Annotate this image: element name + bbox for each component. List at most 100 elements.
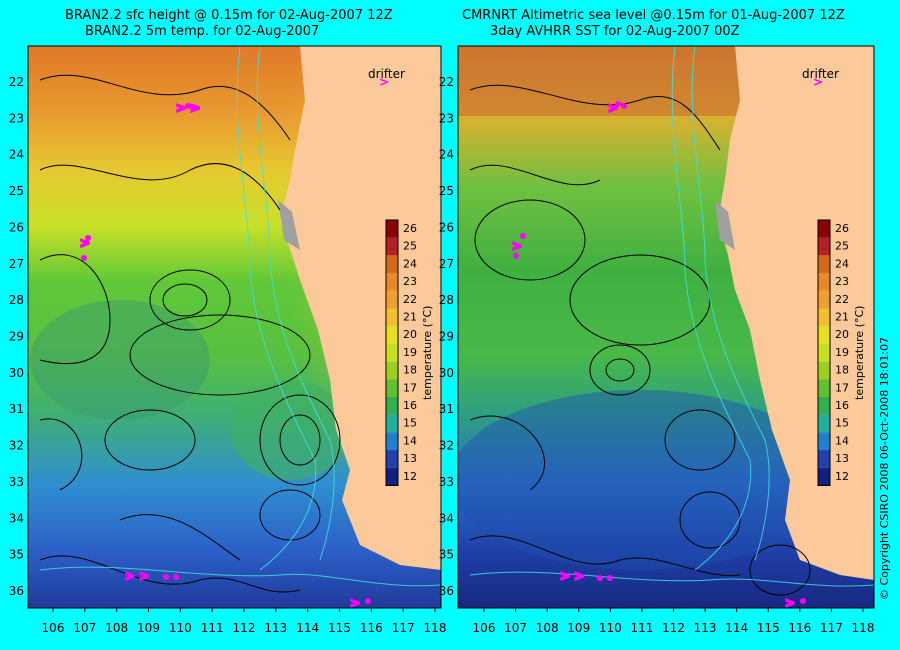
right-longitude-label: 106	[473, 621, 496, 635]
right-longitude-label: 110	[599, 621, 622, 635]
right-colorbar-swatch	[818, 273, 830, 291]
svg-text:>: >	[350, 596, 360, 610]
left-colorbar-tick-label: 19	[403, 346, 417, 359]
left-latitude-label: 22	[9, 75, 24, 89]
right-colorbar-swatch	[818, 308, 830, 327]
right-colorbar-swatch	[818, 467, 830, 486]
right-land-bay	[715, 200, 735, 250]
left-colorbar-title: temperature (°C)	[421, 306, 434, 400]
left-longitude-label: 111	[201, 621, 224, 635]
left-colorbar-swatch	[386, 450, 398, 468]
left-latitude-axis: 22 23 24 25 26 27 28 29 30 31 32 33 34 35 36	[9, 75, 24, 598]
right-latitude-label: 26	[439, 220, 454, 234]
left-colorbar-swatch	[386, 273, 398, 291]
right-colorbar-tick-label: 14	[835, 434, 849, 447]
right-longitude-label: 107	[504, 621, 527, 635]
left-colorbar-swatch	[386, 414, 398, 433]
left-colorbar-tick-label: 21	[403, 311, 417, 324]
right-colorbar-tick-label: 17	[835, 381, 849, 394]
left-longitude-label: 112	[233, 621, 256, 635]
right-colorbar: 26 25 24 23 22 21 20 19 18 17 16 15 14 13 12 temperatur…	[817, 219, 866, 486]
left-longitude-label: 114	[296, 621, 319, 635]
left-colorbar-tick-label: 20	[403, 328, 417, 341]
right-land	[718, 46, 874, 580]
right-colorbar-tick-label: 21	[835, 311, 849, 324]
left-colorbar-swatch	[386, 255, 398, 274]
left-map-frame	[27, 45, 442, 609]
right-latitude-label: 36	[439, 584, 454, 598]
left-latitude-label: 28	[9, 293, 24, 307]
right-colorbar-tick-label: 15	[835, 417, 849, 430]
left-longitude-label: 110	[169, 621, 192, 635]
left-colorbar-tick-label: 26	[403, 222, 417, 235]
right-colorbar-frame	[817, 219, 831, 486]
svg-text:>: >	[512, 239, 522, 253]
left-colorbar: 26 25 24 23 22 21 20 19 18 17 16 15 14 13 12 temperatur…	[385, 219, 434, 486]
left-bathymetry-contours	[39, 46, 441, 587]
right-colorbar-swatch	[818, 343, 830, 362]
right-colorbar-swatch	[818, 326, 830, 344]
right-latitude-label: 33	[439, 475, 454, 489]
left-title-line2: BRAN2.2 5m temp. for 02-Aug-2007	[85, 24, 320, 39]
right-colorbar-tick-label: 20	[835, 328, 849, 341]
right-colorbar-title: temperature (°C)	[853, 306, 866, 400]
left-latitude-label: 25	[9, 184, 24, 198]
svg-text:> >: > >	[560, 569, 584, 583]
right-colorbar-tick-label: 19	[835, 346, 849, 359]
left-longitude-label: 113	[264, 621, 287, 635]
left-latitude-label: 27	[9, 257, 24, 271]
right-latitude-label: 22	[439, 75, 454, 89]
left-colorbar-swatch	[386, 432, 398, 451]
left-colorbar-swatch	[386, 237, 398, 256]
left-latitude-label: 34	[9, 511, 24, 525]
left-land	[280, 46, 441, 570]
left-latitude-label: 23	[9, 111, 24, 125]
right-latitude-label: 34	[439, 511, 454, 525]
left-colorbar-tick-label: 22	[403, 293, 417, 306]
left-colorbar-tick-label: 13	[403, 452, 417, 465]
right-drifter-legend-label: drifter	[802, 67, 839, 81]
right-longitude-label: 117	[820, 621, 843, 635]
left-longitude-label: 116	[360, 621, 383, 635]
right-latitude-label: 35	[439, 548, 454, 562]
right-colorbar-swatch	[818, 432, 830, 451]
right-colorbar-tick-label: 12	[835, 470, 849, 483]
left-longitude-label: 108	[105, 621, 128, 635]
left-drifter-legend-symbol: >	[379, 75, 389, 89]
right-longitude-label: 114	[725, 621, 748, 635]
right-latitude-label: 32	[439, 439, 454, 453]
left-colorbar-tick-label: 14	[403, 434, 417, 447]
left-land-bay	[278, 200, 300, 250]
right-colorbar-swatch	[818, 450, 830, 468]
right-latitude-label: 29	[439, 330, 454, 344]
right-latitude-label: 28	[439, 293, 454, 307]
left-colorbar-tick-label: 23	[403, 275, 417, 288]
left-longitude-label: 118	[424, 621, 447, 635]
right-latitude-label: 31	[439, 402, 454, 416]
left-colorbar-swatch	[386, 467, 398, 486]
left-colorbar-tick-label: 25	[403, 240, 417, 253]
left-eddy-patch	[230, 380, 350, 480]
right-longitude-label: 115	[757, 621, 780, 635]
left-latitude-label: 33	[9, 475, 24, 489]
right-longitude-axis: 106 107 108 109 110 111 112 113 114 115 116 117 118	[473, 608, 875, 635]
right-longitude-label: 118	[852, 621, 875, 635]
left-longitude-axis: 106 107 108 109 110 111 112 113 114 115 116 117 118	[42, 608, 447, 635]
left-colorbar-swatch	[386, 397, 398, 415]
right-colorbar-tick-label: 13	[835, 452, 849, 465]
right-longitude-label: 113	[694, 621, 717, 635]
left-title-line1: BRAN2.2 sfc height @ 0.15m for 02-Aug-20…	[65, 8, 393, 23]
right-colorbar-tick-label: 26	[835, 222, 849, 235]
right-drifter-legend-symbol: >	[813, 75, 823, 89]
svg-text:> >: > >	[125, 569, 149, 583]
right-colorbar-swatch	[818, 397, 830, 415]
left-colorbar-swatch	[386, 343, 398, 362]
svg-text:>: >	[785, 596, 795, 610]
left-longitude-label: 107	[73, 621, 96, 635]
right-colorbar-tick-label: 24	[835, 257, 849, 270]
right-longitude-label: 108	[536, 621, 559, 635]
right-colorbar-tick-label: 18	[835, 364, 849, 377]
copyright-notice: © Copyright CSIRO 2008 06-Oct-2008 18:01…	[878, 336, 891, 600]
left-colorbar-tick-label: 17	[403, 381, 417, 394]
left-colorbar-tick-label: 24	[403, 257, 417, 270]
